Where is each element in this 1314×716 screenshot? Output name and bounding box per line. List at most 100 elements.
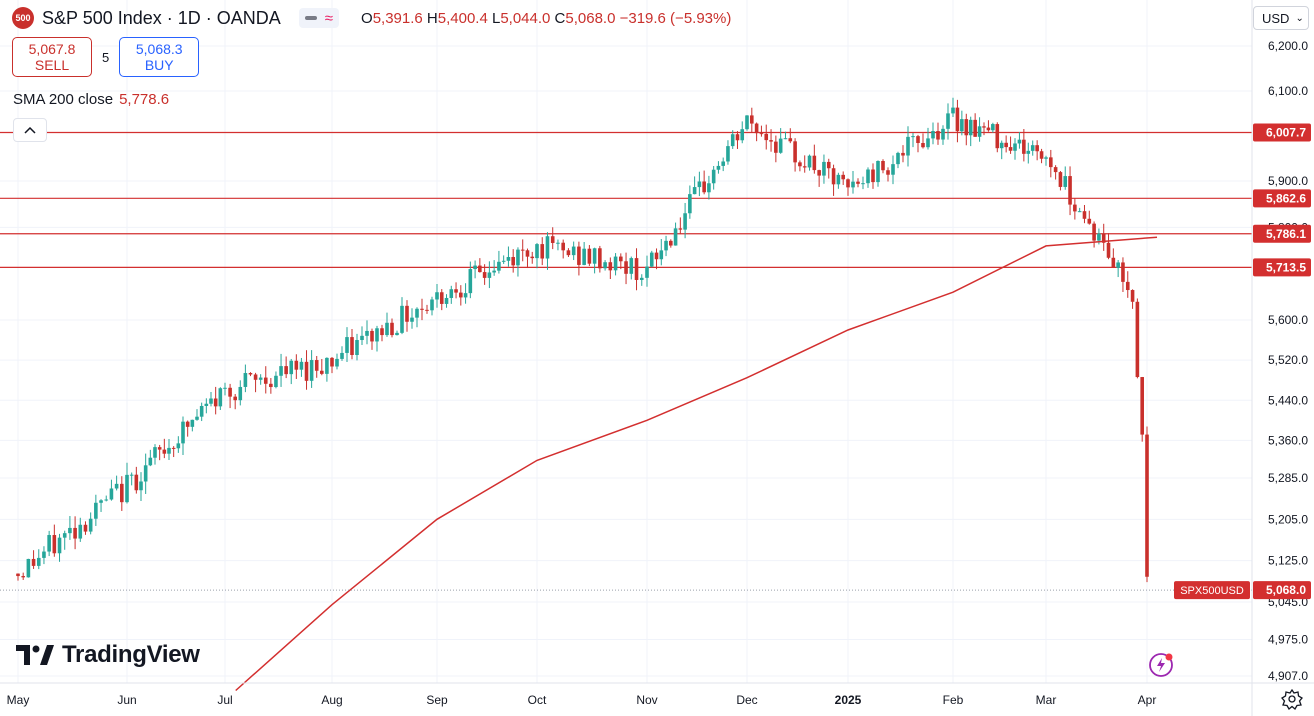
candle-body: [449, 289, 454, 298]
candle-body: [1097, 233, 1101, 241]
candle-body: [47, 535, 51, 552]
candle-body: [931, 131, 935, 139]
candle-body: [659, 250, 664, 260]
buy-button[interactable]: 5,068.3 BUY: [119, 37, 200, 77]
candle-body: [561, 242, 565, 251]
candle-body: [726, 146, 730, 162]
candle-body: [73, 527, 77, 539]
price-axis[interactable]: 4,907.04,975.05,045.05,125.05,205.05,285…: [1251, 0, 1308, 716]
candle-body: [778, 138, 783, 153]
price-tick-label: 5,600.0: [1268, 313, 1308, 327]
candle-body: [764, 133, 769, 141]
price-tick-label: 5,125.0: [1268, 554, 1308, 568]
lightning-icon[interactable]: [1148, 652, 1174, 678]
candle-body: [355, 340, 359, 355]
candle-body: [185, 421, 190, 427]
candle-body: [330, 357, 334, 367]
candle-body: [598, 248, 602, 269]
candle-body: [788, 138, 793, 142]
candle-body: [664, 240, 668, 251]
candle-body: [134, 474, 139, 491]
chart-header: 500 S&P 500 Index · 1D · OANDA ≈ O5,391.…: [12, 6, 731, 30]
candle-body: [951, 107, 955, 114]
candle-body: [639, 277, 644, 280]
time-tick-label: Sep: [426, 693, 448, 707]
buy-label: BUY: [144, 57, 174, 73]
time-tick-label: Nov: [636, 693, 657, 707]
chevron-down-icon: ⌄: [1295, 12, 1304, 24]
time-axis[interactable]: May Jun Jul Aug Sep Oct Nov Dec 2025 Feb Mar Apr: [0, 682, 1314, 707]
candle-body: [345, 337, 349, 353]
last-price-tag-text: 5,068.0: [1266, 583, 1306, 597]
candle-body: [190, 419, 195, 427]
candle-body: [430, 299, 434, 311]
candle-body: [1044, 157, 1048, 159]
candle-body: [360, 335, 364, 341]
candle-body: [420, 308, 424, 310]
level-price-tag: [1253, 224, 1311, 243]
candle-body: [692, 187, 697, 195]
candles: [16, 97, 1149, 583]
candle-body: [62, 533, 67, 538]
symbol-logo-icon[interactable]: 500: [12, 7, 34, 29]
candle-body: [1058, 172, 1063, 187]
currency-label: USD: [1262, 10, 1290, 26]
candle-body: [1008, 147, 1013, 151]
time-tick-label: Oct: [528, 693, 547, 707]
candle-body: [120, 483, 124, 503]
level-price-tag: [1253, 258, 1311, 277]
candle-body: [783, 138, 788, 140]
candle-body: [1013, 143, 1017, 151]
tradingview-logo[interactable]: TradingView: [16, 641, 200, 669]
candle-body: [1063, 176, 1068, 187]
candle-body: [405, 305, 409, 322]
candle-body: [228, 387, 232, 397]
candle-body: [125, 474, 129, 503]
candle-body: [861, 183, 865, 185]
candle-body: [390, 322, 394, 336]
time-tick-label: Apr: [1138, 693, 1157, 707]
candle-body: [955, 107, 960, 132]
candle-body: [1145, 434, 1149, 577]
candle-body: [721, 161, 725, 166]
candle-body: [1135, 301, 1140, 378]
candle-body: [540, 244, 545, 259]
candle-body: [683, 213, 687, 230]
candle-body: [730, 134, 735, 147]
gear-icon[interactable]: [1281, 688, 1303, 710]
candle-body: [195, 416, 199, 420]
candle-body: [350, 337, 354, 355]
candle-body: [385, 322, 389, 336]
time-tick-label: Feb: [943, 693, 964, 707]
candle-body: [634, 258, 639, 280]
sma-legend[interactable]: SMA 200 close 5,778.6: [13, 91, 169, 108]
candle-body: [148, 457, 153, 466]
candle-body: [478, 265, 482, 273]
candle-body: [571, 246, 576, 256]
candle-body: [673, 228, 678, 246]
collapse-legend-button[interactable]: [13, 118, 47, 142]
candle-body: [1082, 211, 1087, 219]
candle-body: [525, 250, 530, 257]
currency-selector[interactable]: USD ⌄: [1253, 6, 1309, 30]
candle-body: [16, 573, 20, 577]
candle-body: [248, 373, 253, 375]
candle-body: [826, 161, 831, 169]
ohlc-close: 5,068.0: [565, 9, 616, 27]
candle-body: [995, 124, 1000, 149]
symbol-title[interactable]: S&P 500 Index · 1D · OANDA: [42, 7, 281, 28]
visibility-toggle-pill[interactable]: ≈: [298, 8, 340, 28]
candle-body: [941, 128, 945, 140]
candle-body: [711, 169, 716, 184]
candle-body: [204, 403, 209, 406]
price-tick-label: 4,907.0: [1268, 669, 1308, 683]
candle-body: [881, 160, 885, 171]
sell-button[interactable]: 5,067.8 SELL: [12, 37, 92, 77]
sma-value: 5,778.6: [119, 91, 170, 108]
candle-body: [851, 181, 855, 188]
price-tick-label: 6,200.0: [1268, 39, 1308, 53]
candle-body: [425, 309, 429, 311]
candle-body: [603, 262, 607, 269]
time-tick-label: May: [7, 693, 30, 707]
